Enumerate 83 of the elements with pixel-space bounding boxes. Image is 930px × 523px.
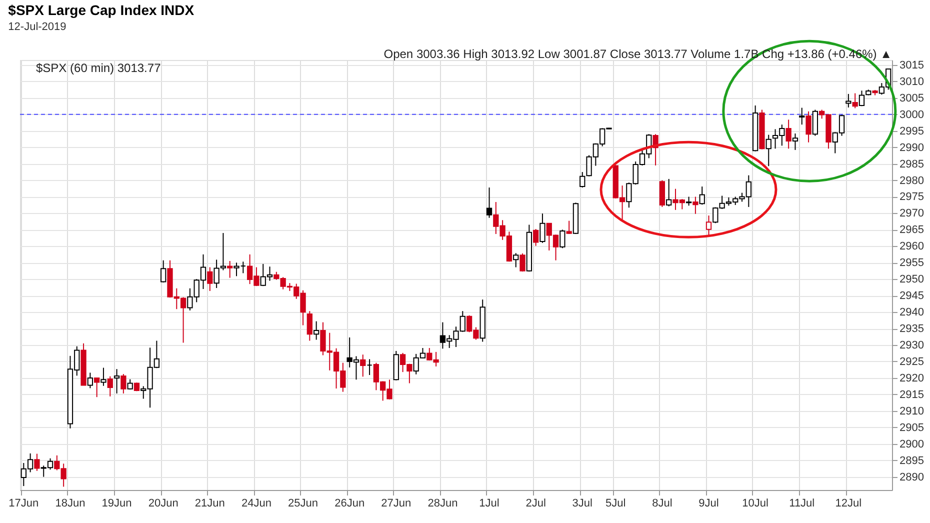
x-tick-label: 20Jun bbox=[148, 498, 178, 510]
candlestick bbox=[858, 90, 865, 107]
x-tick-label: 1Jul bbox=[479, 498, 500, 510]
x-tick-label: 9Jul bbox=[698, 498, 719, 510]
candlestick bbox=[560, 229, 566, 249]
x-tick-label: 11Jul bbox=[789, 498, 815, 510]
candlestick bbox=[207, 266, 213, 292]
x-tick-label: 27Jun bbox=[381, 498, 412, 510]
x-tick-label: 10Jul bbox=[742, 498, 768, 510]
y-tick-label: 2905 bbox=[900, 422, 924, 434]
x-tick-label: 17Jun bbox=[8, 498, 39, 510]
candlestick bbox=[692, 196, 698, 214]
y-tick-label: 2920 bbox=[900, 372, 924, 384]
candlestick bbox=[366, 358, 372, 376]
y-tick-label: 2985 bbox=[900, 158, 924, 170]
candlestick bbox=[846, 93, 852, 108]
candlestick bbox=[766, 134, 772, 167]
y-tick-label: 2915 bbox=[900, 388, 924, 401]
candlestick bbox=[227, 260, 233, 278]
candlestick bbox=[566, 220, 572, 234]
y-tick-label: 2935 bbox=[900, 323, 924, 336]
candlestick bbox=[520, 252, 526, 272]
candlestick bbox=[87, 372, 93, 389]
x-tick-label: 25Jun bbox=[288, 498, 318, 510]
x-tick-label: 24Jun bbox=[241, 498, 272, 510]
candlestick bbox=[160, 260, 166, 283]
candlestick bbox=[34, 453, 40, 472]
x-tick-label: 3Jul bbox=[572, 498, 592, 510]
y-tick-label: 2940 bbox=[900, 306, 924, 319]
y-tick-label: 3000 bbox=[900, 108, 924, 121]
y-tick-label: 2995 bbox=[900, 125, 924, 138]
y-tick-label: 2975 bbox=[900, 191, 924, 204]
x-tick-label: 2Jul bbox=[526, 498, 546, 510]
x-tick-label: 26Jun bbox=[334, 498, 365, 510]
candlestick bbox=[806, 110, 812, 143]
chart-title: $SPX Large Cap Index INDX bbox=[8, 2, 195, 18]
x-tick-label: 28Jun bbox=[428, 498, 458, 510]
y-tick-label: 2925 bbox=[900, 356, 924, 368]
annotation: $SPX (60 min) 3013.77 bbox=[36, 61, 162, 75]
candlestick bbox=[532, 228, 539, 246]
y-tick-label: 2900 bbox=[900, 438, 924, 450]
x-tick-label: 12Jul bbox=[835, 498, 862, 510]
y-tick-label: 2950 bbox=[900, 274, 924, 286]
candlestick bbox=[799, 107, 805, 126]
y-tick-label: 2960 bbox=[900, 240, 924, 253]
candlestick bbox=[360, 354, 366, 378]
candlestick bbox=[114, 368, 120, 394]
x-tick-label: 8Jul bbox=[652, 498, 672, 510]
candlestick bbox=[786, 119, 792, 150]
y-tick-label: 3010 bbox=[900, 76, 924, 88]
candlestick bbox=[120, 374, 126, 394]
candlestick bbox=[313, 320, 320, 340]
candlestick bbox=[94, 377, 100, 398]
y-tick-label: 2980 bbox=[900, 174, 924, 187]
candlestick bbox=[792, 132, 798, 150]
candlestick bbox=[513, 252, 519, 268]
candlestick bbox=[540, 213, 546, 244]
candlestick bbox=[107, 376, 113, 397]
chart-subtitle: 12-Jul-2019 bbox=[8, 21, 66, 34]
candlestick bbox=[659, 180, 666, 208]
y-tick-label: 2965 bbox=[900, 224, 924, 236]
candlestick bbox=[666, 178, 672, 207]
y-tick-label: 3015 bbox=[900, 59, 924, 72]
y-tick-label: 2990 bbox=[900, 142, 924, 154]
candlestick bbox=[580, 172, 586, 188]
candlestick bbox=[100, 367, 106, 386]
candlestick bbox=[486, 187, 492, 218]
y-tick-label: 3005 bbox=[900, 92, 924, 104]
y-tick-label: 2890 bbox=[900, 471, 924, 484]
candlestick bbox=[852, 92, 858, 109]
candlestick bbox=[306, 310, 312, 342]
x-tick-label: 18Jun bbox=[55, 498, 86, 510]
y-tick-label: 2930 bbox=[900, 340, 924, 352]
x-tick-label: 19Jun bbox=[102, 498, 132, 510]
candlestick bbox=[812, 109, 818, 136]
y-tick-label: 2895 bbox=[900, 454, 924, 467]
y-tick-label: 2955 bbox=[900, 257, 924, 270]
y-tick-label: 2945 bbox=[900, 290, 924, 302]
y-tick-label: 2910 bbox=[900, 405, 924, 418]
y-tick-label: 2970 bbox=[900, 208, 924, 220]
candlestick bbox=[699, 186, 705, 206]
x-tick-label: 21Jun bbox=[194, 498, 225, 510]
x-tick-label: 5Jul bbox=[606, 498, 626, 510]
